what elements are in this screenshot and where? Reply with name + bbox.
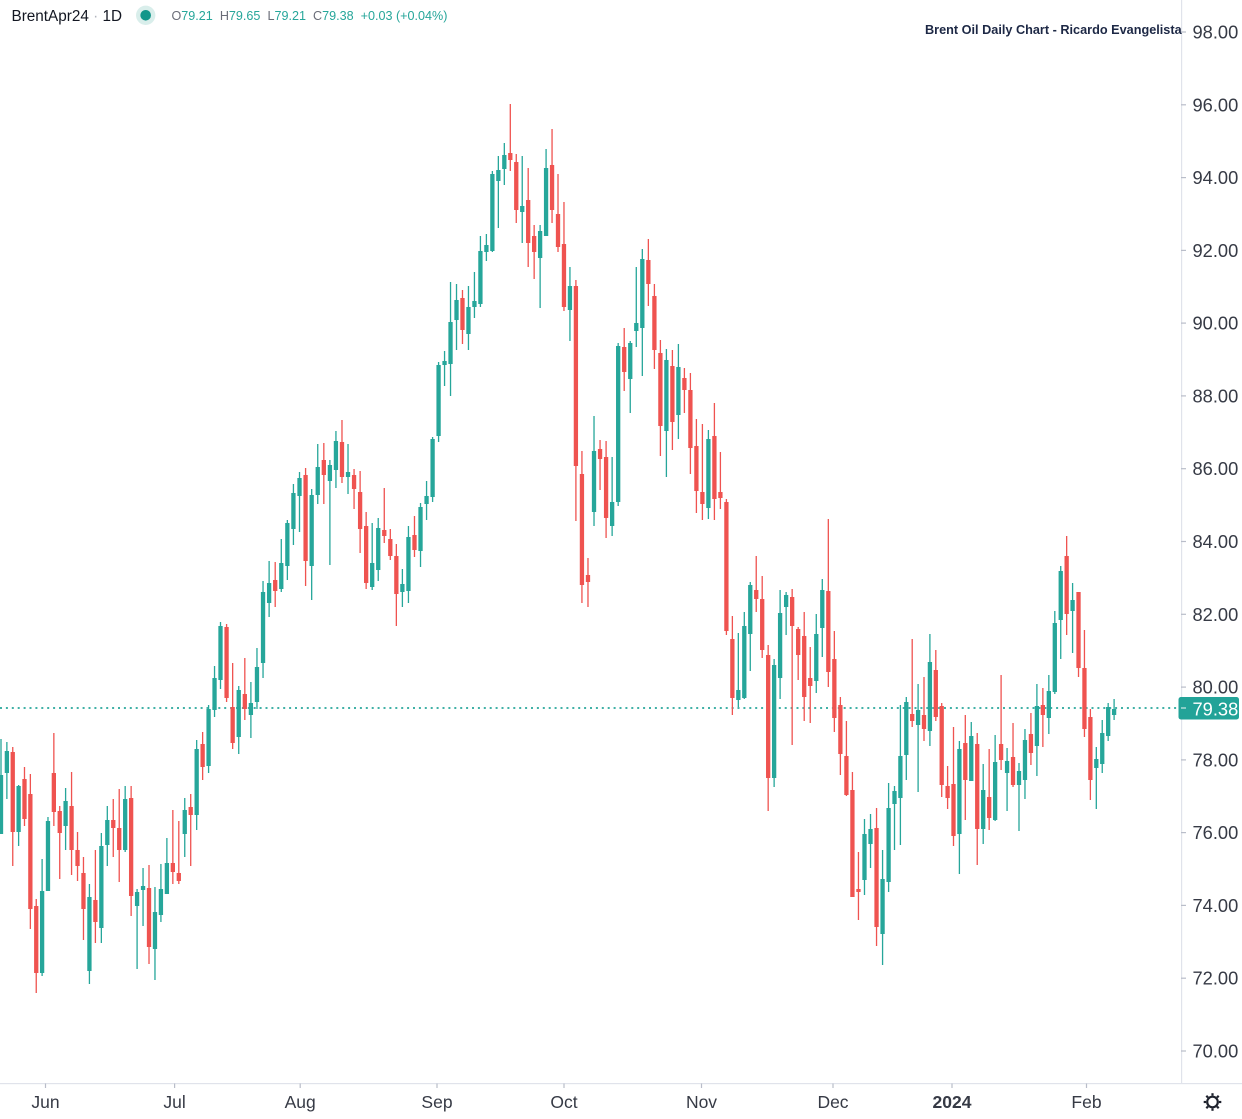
svg-text:92.00: 92.00 [1193,240,1239,261]
svg-text:96.00: 96.00 [1193,94,1239,115]
svg-text:2024: 2024 [933,1092,972,1112]
svg-text:Jul: Jul [163,1092,185,1112]
svg-text:Sep: Sep [421,1092,452,1112]
svg-text:86.00: 86.00 [1193,458,1239,479]
svg-text:90.00: 90.00 [1193,313,1239,334]
svg-text:78.00: 78.00 [1193,749,1239,770]
svg-text:Oct: Oct [550,1092,577,1112]
svg-text:82.00: 82.00 [1193,604,1239,625]
svg-text:Aug: Aug [285,1092,316,1112]
svg-text:Jun: Jun [31,1092,59,1112]
svg-text:Feb: Feb [1071,1092,1101,1112]
svg-text:70.00: 70.00 [1193,1041,1239,1062]
svg-text:76.00: 76.00 [1193,822,1239,843]
svg-text:84.00: 84.00 [1193,531,1239,552]
svg-text:Dec: Dec [817,1092,848,1112]
svg-text:Nov: Nov [686,1092,717,1112]
svg-text:79.38: 79.38 [1193,699,1239,720]
svg-text:94.00: 94.00 [1193,167,1239,188]
svg-text:80.00: 80.00 [1193,677,1239,698]
svg-text:72.00: 72.00 [1193,968,1239,989]
svg-text:88.00: 88.00 [1193,385,1239,406]
svg-text:98.00: 98.00 [1193,22,1239,43]
svg-text:74.00: 74.00 [1193,895,1239,916]
